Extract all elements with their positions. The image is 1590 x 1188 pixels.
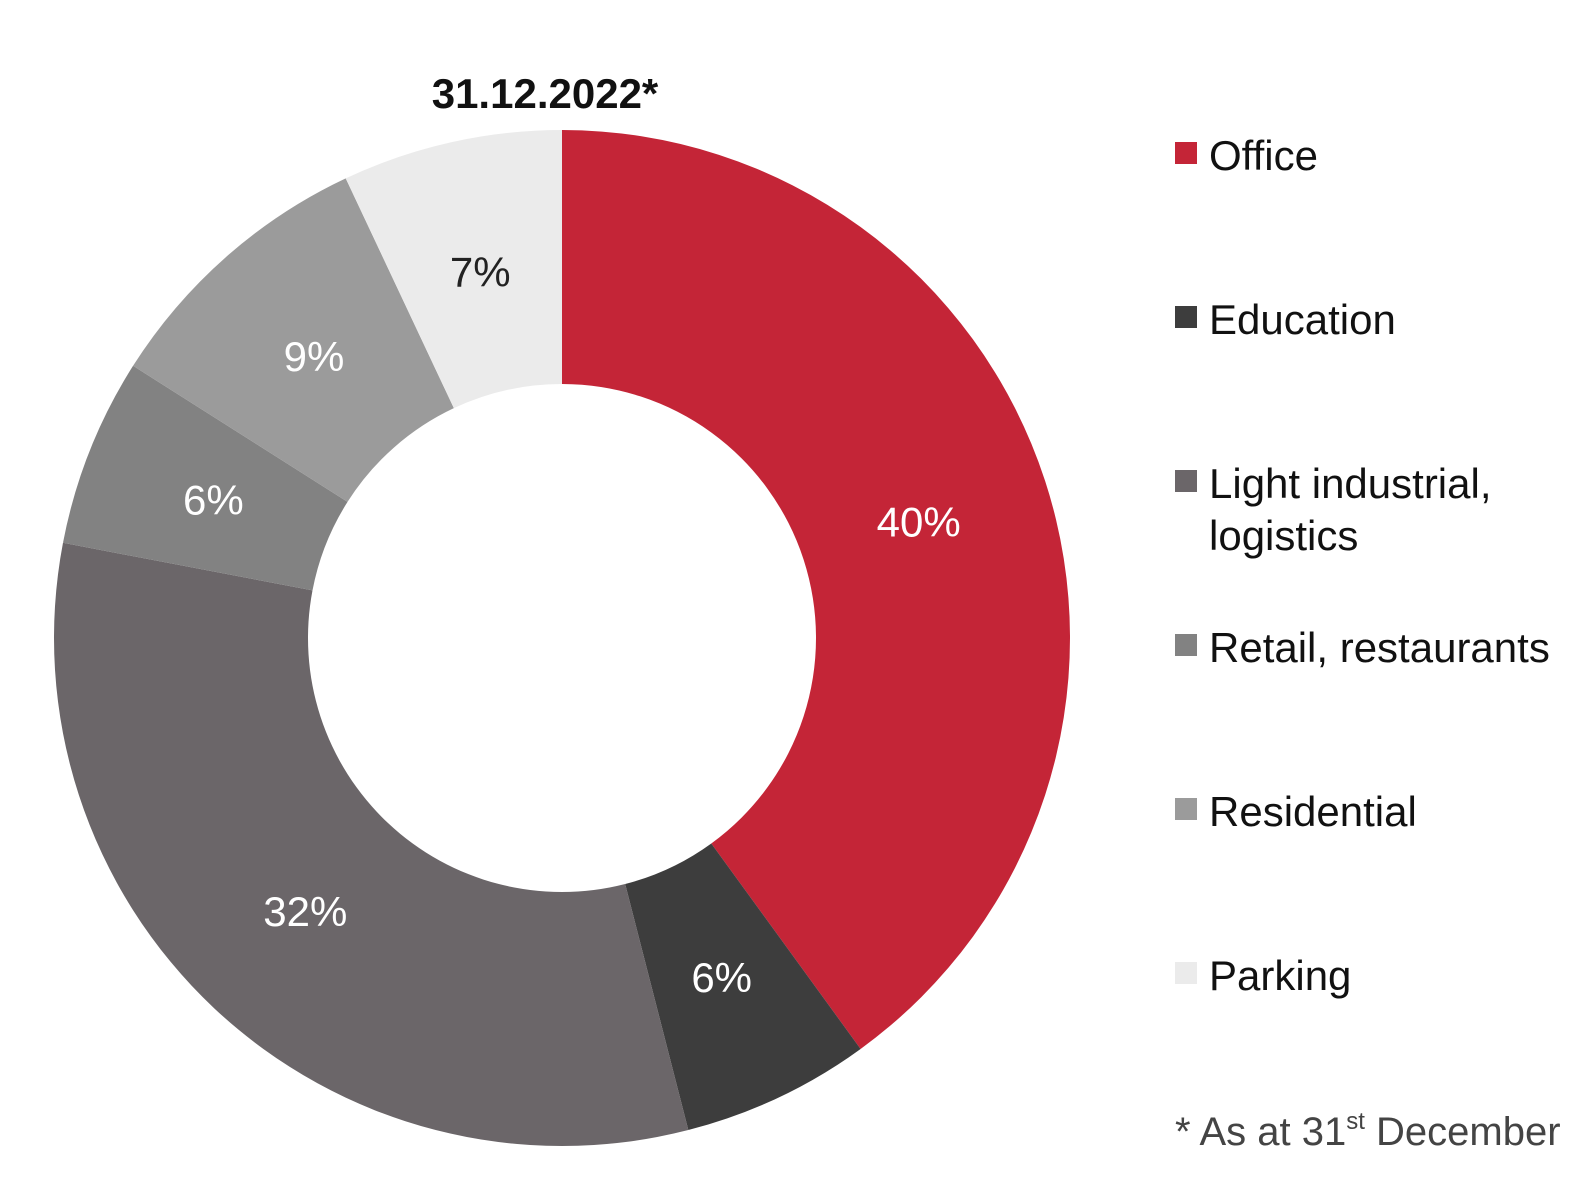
slice-label-light-industrial: 32% bbox=[263, 888, 347, 935]
legend-label-office: Office bbox=[1209, 132, 1318, 179]
slice-parking bbox=[345, 130, 562, 409]
footnote-superscript: st bbox=[1346, 1108, 1365, 1135]
legend-item-retail: Retail, restaurants bbox=[1175, 622, 1590, 674]
slice-retail bbox=[62, 365, 348, 591]
legend-item-residential: Residential bbox=[1175, 786, 1590, 838]
footnote: * As at 31st December bbox=[1175, 1108, 1561, 1155]
legend-item-education: Education bbox=[1175, 294, 1590, 346]
legend-item-office: Office bbox=[1175, 130, 1590, 182]
slice-education bbox=[625, 843, 861, 1131]
legend-label-residential: Residential bbox=[1209, 788, 1417, 835]
legend-swatch-residential bbox=[1175, 798, 1197, 820]
chart-title: 31.12.2022* bbox=[431, 70, 659, 117]
legend-item-light-industrial: Light industrial, logistics bbox=[1175, 458, 1590, 562]
slice-label-retail: 6% bbox=[183, 476, 244, 523]
legend-swatch-retail bbox=[1175, 634, 1197, 656]
footnote-suffix: December bbox=[1364, 1110, 1561, 1154]
legend-item-parking: Parking bbox=[1175, 950, 1590, 1002]
footnote-prefix: * As at 31 bbox=[1175, 1110, 1347, 1154]
legend-swatch-light-industrial bbox=[1175, 470, 1197, 492]
slice-residential bbox=[133, 178, 454, 502]
slice-light-industrial bbox=[54, 542, 689, 1147]
legend-label-education: Education bbox=[1209, 296, 1396, 343]
legend-label-parking: Parking bbox=[1209, 952, 1352, 999]
legend-swatch-parking bbox=[1175, 962, 1197, 984]
legend-label-light-industrial: Light industrial, logistics bbox=[1209, 460, 1492, 559]
slice-label-office: 40% bbox=[877, 499, 961, 546]
slice-label-education: 6% bbox=[691, 954, 752, 1001]
slice-label-residential: 9% bbox=[284, 333, 345, 380]
legend-swatch-education bbox=[1175, 306, 1197, 328]
slice-label-parking: 7% bbox=[450, 249, 511, 296]
legend-label-retail: Retail, restaurants bbox=[1209, 624, 1550, 671]
slice-office bbox=[562, 130, 1070, 1049]
legend-swatch-office bbox=[1175, 142, 1197, 164]
